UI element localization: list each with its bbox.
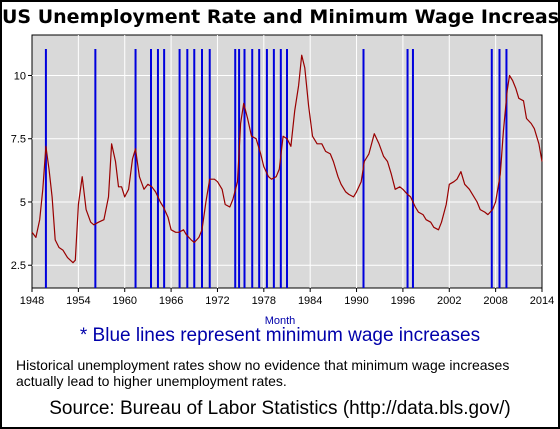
x-tick-label: 1960 [112, 295, 136, 307]
x-tick-label: 1996 [391, 295, 415, 307]
x-axis-ticks: 1948 1954 1960 1966 1972 1978 1984 1990 1996 2002… [20, 288, 554, 307]
y-tick-label: 5 [20, 197, 26, 209]
x-tick-label: 1966 [159, 295, 183, 307]
caption-text: Historical unemployment rates show no ev… [16, 357, 510, 389]
x-tick-label: 2002 [437, 295, 461, 307]
unemployment-series-line [31, 54, 543, 264]
y-tick-label: 2.5 [11, 260, 26, 272]
x-tick-label: 1990 [344, 295, 368, 307]
x-tick-label: 1972 [205, 295, 229, 307]
y-tick-label: 7.5 [11, 134, 26, 146]
x-tick-label: 2014 [530, 295, 554, 307]
x-axis-label: Month [264, 315, 296, 327]
x-tick-label: 2008 [483, 295, 507, 307]
x-tick-label: 1984 [298, 295, 322, 307]
x-tick-label: 1954 [66, 295, 90, 307]
chart-title: US Unemployment Rate and Minimum Wage In… [2, 6, 560, 28]
x-tick-label: 1948 [20, 295, 44, 307]
min-wage-lines [44, 49, 508, 288]
legend-note: * Blue lines represent minimum wage incr… [79, 325, 481, 346]
y-tick-label: 10 [14, 70, 26, 82]
y-axis-ticks: 2.5 5 7.5 10 [11, 70, 32, 272]
source-text: Source: Bureau of Labor Statistics (http… [49, 398, 511, 419]
x-tick-label: 1978 [252, 295, 276, 307]
chart-plot: 1948 1954 1960 1966 1972 1978 1984 1990 1996 2002… [11, 34, 554, 307]
